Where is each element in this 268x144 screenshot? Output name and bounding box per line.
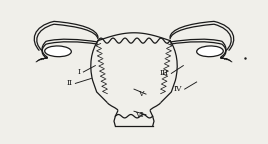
Text: I: I (78, 68, 81, 76)
Ellipse shape (197, 46, 223, 57)
Text: III: III (160, 69, 169, 77)
Text: VI: VI (135, 111, 143, 119)
Text: IV: IV (173, 85, 182, 93)
Ellipse shape (45, 46, 71, 57)
Text: V: V (138, 90, 143, 98)
Text: II: II (67, 79, 73, 87)
